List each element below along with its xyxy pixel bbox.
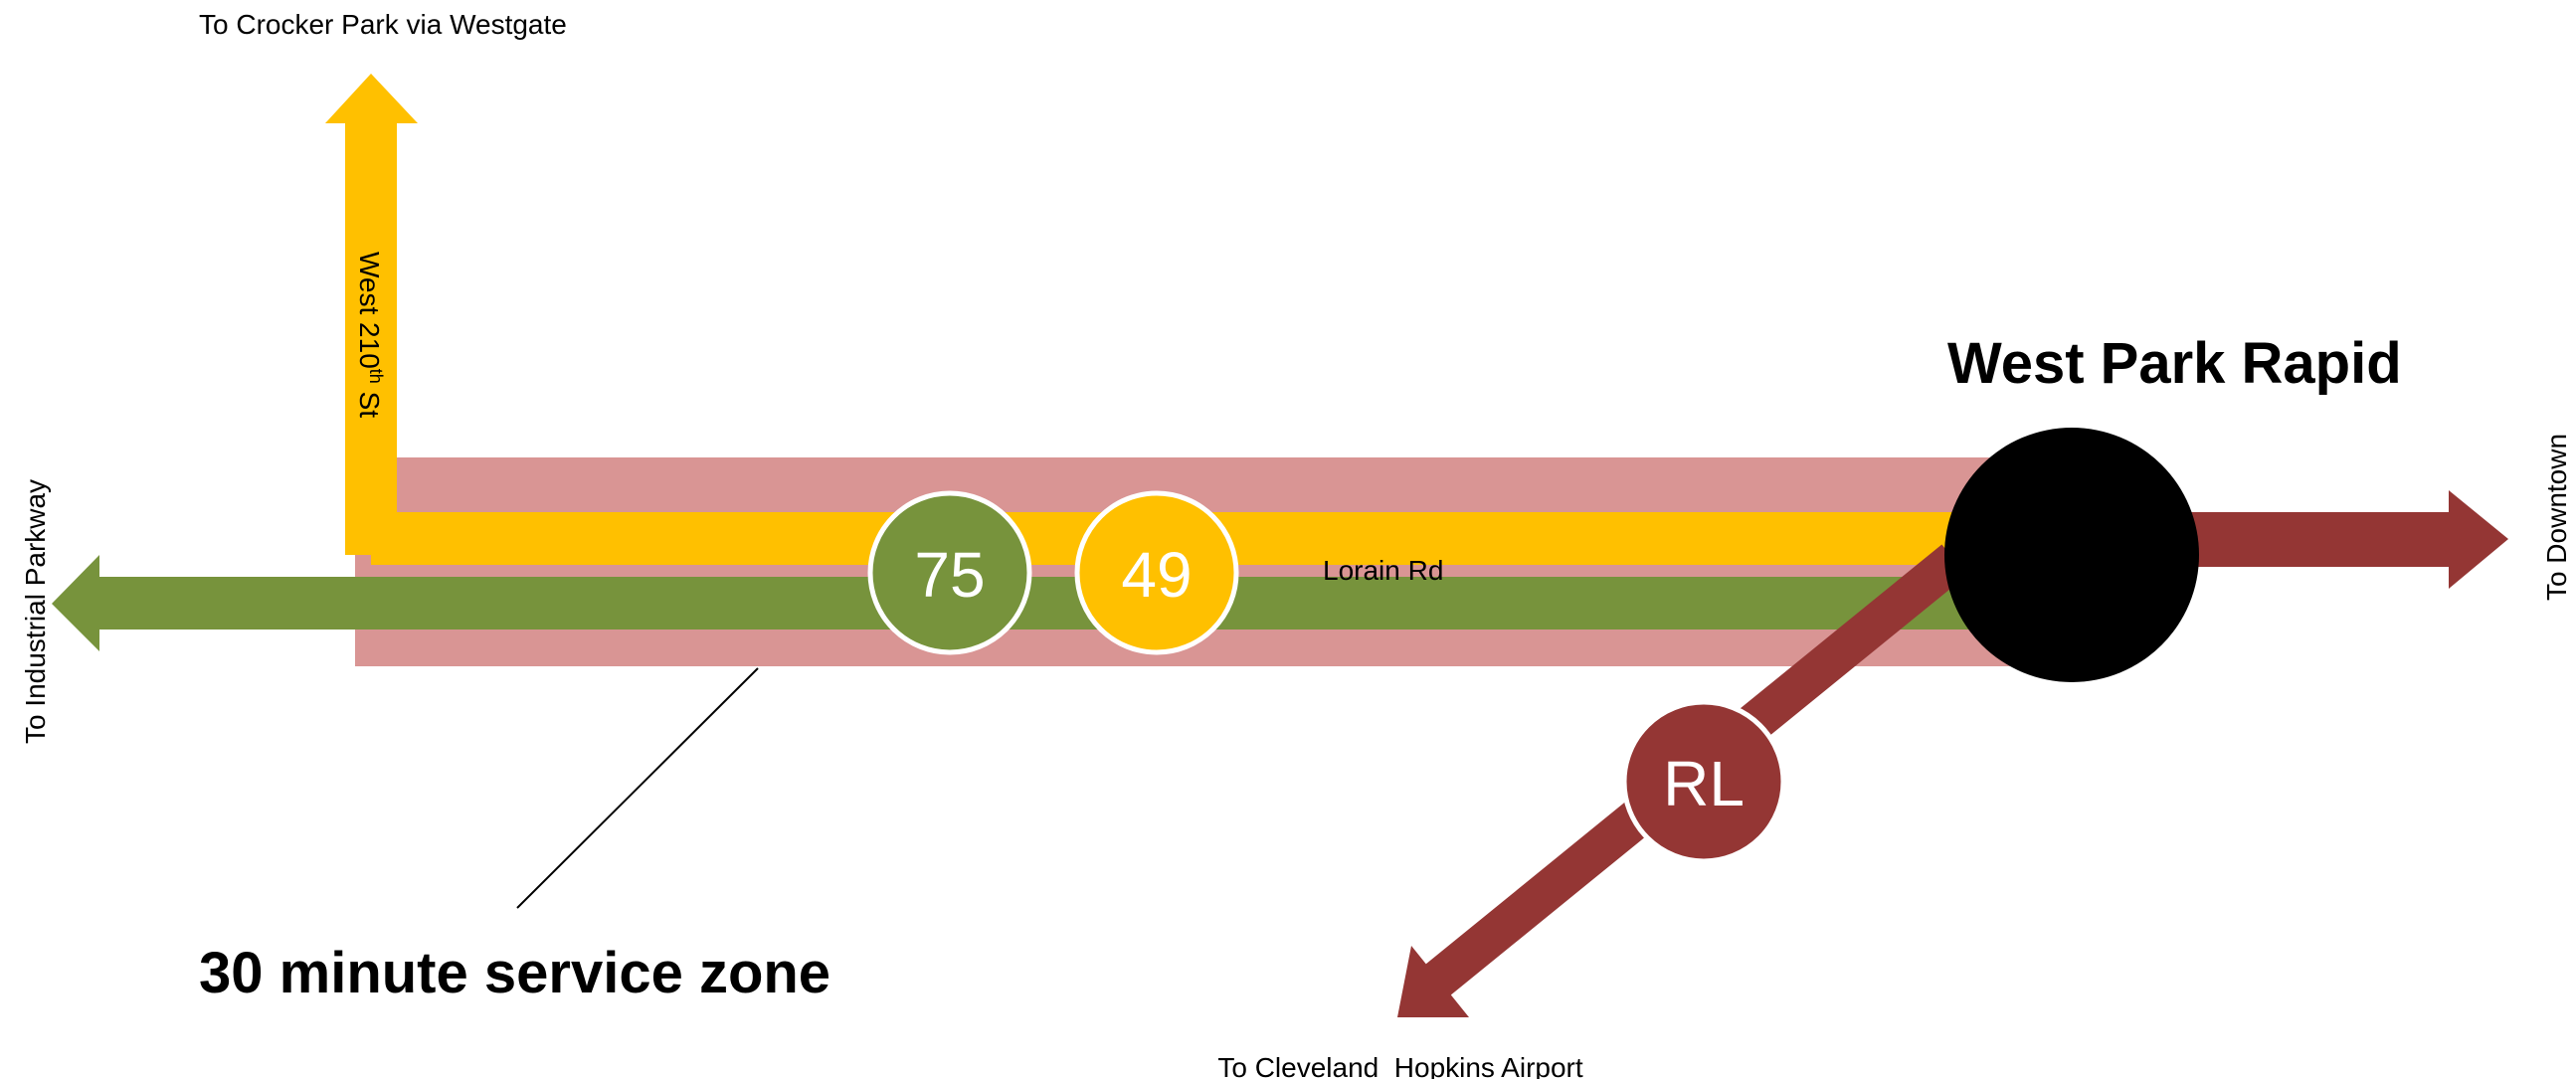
route-49-badge-label: 49 [1121,539,1192,611]
lorain-rd-label: Lorain Rd [1323,555,1443,586]
destination-airport-label: To Cleveland Hopkins Airport [1217,1052,1583,1079]
service-zone-leader-line [516,667,759,909]
red-line-badge: RL [1621,699,1786,864]
route-75-badge-circle [867,490,1032,655]
service-zone-label: 30 minute service zone [199,941,830,1005]
route-49-arrowhead-north [325,74,418,123]
route-75-segment [94,577,1979,629]
west-park-rapid-station [1944,428,2199,682]
route-49-badge-circle [1074,490,1239,655]
west-210th-suffix: St [354,384,385,418]
west-210th-main: West 210 [354,252,385,369]
destination-crocker-park-label: To Crocker Park via Westgate [199,9,567,40]
route-49-vertical-segment [345,117,397,555]
red-line-arrowhead-southwest [1397,946,1469,1017]
red-line-badge-label: RL [1663,748,1745,819]
route-75-badge: 75 [867,490,1032,655]
station-name-label: West Park Rapid [1947,331,2402,396]
red-line-arrowhead-east [2449,490,2508,589]
route-75-line [52,555,1979,651]
route-49-badge: 49 [1074,490,1239,655]
destination-industrial-parkway-label: To Industrial Parkway [20,479,51,744]
destination-downtown-label: To Downtown [2541,434,2572,601]
red-line-badge-circle [1621,699,1786,864]
route-75-arrowhead-west [52,555,99,651]
route-75-badge-label: 75 [914,539,985,611]
west-210th-superscript: th [366,369,386,384]
west-210th-st-label: West 210th St [354,252,386,418]
